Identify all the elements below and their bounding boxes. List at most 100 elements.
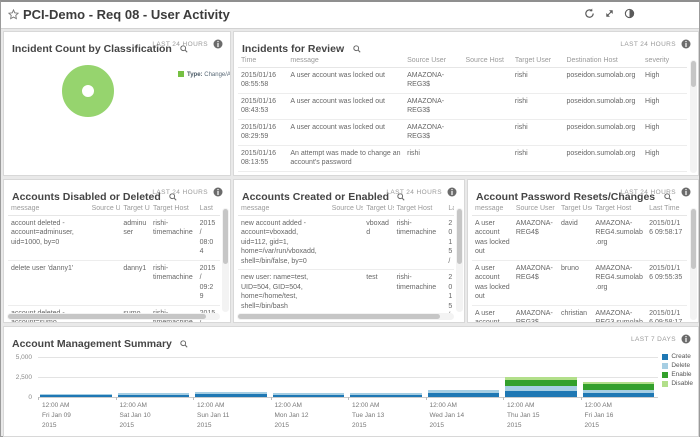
column-header[interactable]: Last Time [646,202,687,216]
refresh-icon[interactable] [584,8,595,19]
table-row[interactable]: 2015/01/16 08:43:53 A user account was lo… [238,93,687,120]
column-header[interactable]: Destination Host [563,54,643,68]
table-row[interactable]: A user account was locked outAMAZONA-REG… [472,305,687,322]
contrast-icon[interactable] [624,8,635,19]
bar-segment-create[interactable] [505,390,577,397]
column-header[interactable]: Source Host [462,54,512,68]
info-icon[interactable] [681,334,691,344]
column-header[interactable]: Last [445,202,454,216]
info-icon[interactable] [213,187,223,197]
donut-ring[interactable] [62,65,114,117]
table-cell: High [642,67,687,94]
column-header[interactable]: Target User [363,202,394,216]
info-icon[interactable] [213,39,223,49]
bar-segment-delete[interactable] [427,389,499,393]
column-header[interactable]: message [8,202,89,216]
column-header[interactable]: Target User [120,202,151,216]
table-cell: A user account was locked out [287,67,405,94]
column-header[interactable]: Source User [404,54,463,68]
column-header[interactable]: Target User [511,54,564,68]
bar-segment-delete[interactable] [40,394,112,396]
vertical-scrollbar[interactable] [690,208,697,320]
bar-mon-jan-12-2015[interactable] [272,357,344,397]
scrollbar-thumb[interactable] [223,209,228,264]
bar-fri-jan-16-2015[interactable] [582,357,654,397]
table-row[interactable]: 2015/01/16 08:55:58 A user account was lo… [238,67,687,94]
table-row[interactable]: 2015/01/16 08:13:55 An attempt was made t… [238,145,687,172]
bar-segment-delete[interactable] [117,392,189,395]
bar-segment-delete[interactable] [582,389,654,394]
table-cell: rishi [404,145,463,172]
expand-icon[interactable] [604,8,615,19]
column-header[interactable]: Last [196,202,220,216]
vertical-scrollbar[interactable] [222,208,229,312]
column-header[interactable]: Target Host [150,202,197,216]
bar-segment-create[interactable] [117,394,189,397]
scrollbar-thumb[interactable] [457,209,462,264]
bar-sat-jan-10-2015[interactable] [117,357,189,397]
scrollbar-thumb[interactable] [691,209,696,269]
bar-segment-create[interactable] [272,394,344,397]
column-header[interactable]: Target User [557,202,593,216]
bar-segment-create[interactable] [350,394,422,397]
horizontal-scrollbar[interactable] [237,313,454,320]
zoom-icon[interactable] [663,193,672,201]
column-header[interactable]: Time [238,54,288,68]
bar-tue-jan-13-2015[interactable] [350,357,422,397]
info-icon[interactable] [681,187,691,197]
scrollbar-thumb[interactable] [8,314,207,319]
column-header[interactable]: severity [642,54,687,68]
column-header[interactable]: Source User [88,202,121,216]
vertical-scrollbar[interactable] [456,208,463,312]
table-cell [88,215,121,261]
bar-segment-create[interactable] [195,394,267,397]
legend-item-disable[interactable]: Disable [662,380,693,387]
bar-thu-jan-15-2015[interactable] [505,357,577,397]
vertical-scrollbar[interactable] [690,60,697,173]
bar-segment-delete[interactable] [195,391,267,395]
star-icon[interactable] [8,9,19,20]
panel-account-summary: Account Management Summary LAST 7 DAYS 0… [3,326,699,437]
column-header[interactable]: Target Host [592,202,647,216]
legend-item-delete[interactable]: Delete [662,362,693,369]
bar-segment-enable[interactable] [505,379,577,386]
bar-fri-jan-09-2015[interactable] [40,357,112,397]
table-row[interactable]: 2015/01/16 08:29:59 A user account was lo… [238,119,687,146]
zoom-icon[interactable] [397,193,406,201]
table-row[interactable]: 2015/01/16 07:59:54An attempt was made t… [238,171,687,175]
bar-segment-delete[interactable] [272,392,344,395]
scrollbar-thumb[interactable] [691,61,696,87]
column-header[interactable]: message [472,202,513,216]
column-header[interactable]: Source User [512,202,558,216]
column-header[interactable]: message [287,54,405,68]
bar-segment-delete[interactable] [505,385,577,391]
bar-sun-jan-11-2015[interactable] [195,357,267,397]
bar-segment-create[interactable] [427,393,499,397]
column-header[interactable]: Target Host [393,202,446,216]
legend-item-enable[interactable]: Enable [662,371,693,378]
scrollbar-thumb[interactable] [238,314,440,319]
zoom-icon[interactable] [169,193,177,201]
zoom-icon[interactable] [352,45,361,53]
column-header[interactable]: message [238,202,329,216]
bar-segment-disable[interactable] [582,381,654,384]
info-icon[interactable] [681,39,691,49]
column-header[interactable]: Source User [328,202,364,216]
bar-segment-delete[interactable] [350,393,422,395]
table-row[interactable]: account deleted - account=adminuser, uid… [8,215,220,261]
bar-segment-enable[interactable] [582,383,654,390]
bar-segment-disable[interactable] [505,377,577,380]
legend-item-create[interactable]: Create [662,353,693,360]
bar-segment-create[interactable] [40,395,112,397]
horizontal-scrollbar[interactable] [7,313,220,320]
table-row[interactable]: new account added - account=vboxadd, uid… [238,215,454,271]
info-icon[interactable] [447,187,457,197]
table-row[interactable]: delete user 'danny1' danny1 rishi-timemach… [8,260,220,306]
table-cell [462,67,512,94]
bar-segment-create[interactable] [582,393,654,397]
zoom-icon[interactable] [180,45,188,53]
bar-wed-jan-14-2015[interactable] [427,357,499,397]
zoom-icon[interactable] [180,340,188,348]
